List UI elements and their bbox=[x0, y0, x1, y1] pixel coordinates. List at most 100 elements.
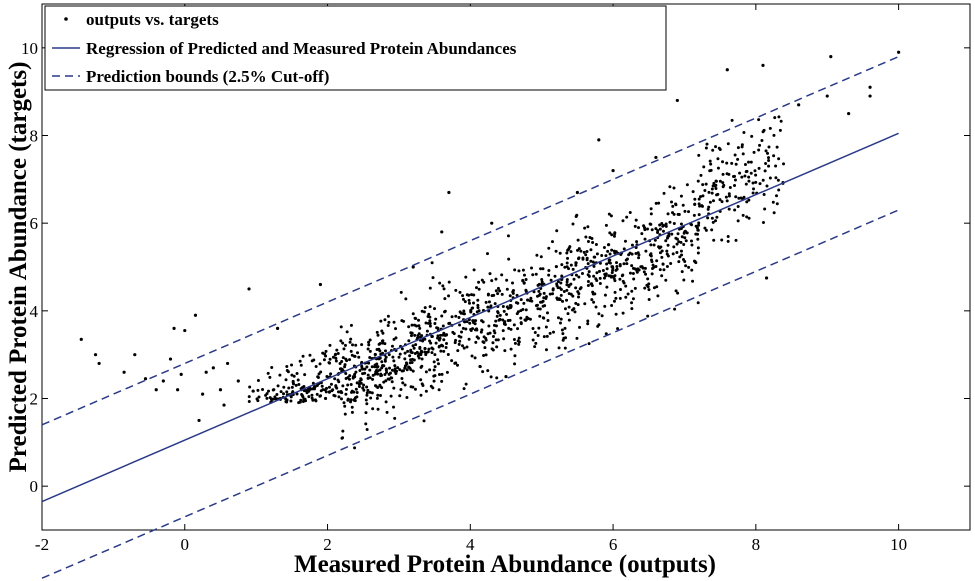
data-point bbox=[399, 290, 403, 294]
data-point bbox=[622, 262, 626, 266]
data-point bbox=[764, 162, 768, 166]
data-point bbox=[563, 346, 567, 350]
data-point bbox=[569, 263, 573, 267]
data-point bbox=[183, 328, 187, 333]
data-point bbox=[456, 349, 460, 353]
data-point bbox=[341, 384, 345, 388]
data-point bbox=[399, 387, 403, 391]
data-point bbox=[403, 383, 407, 387]
data-point bbox=[741, 152, 745, 156]
data-point bbox=[641, 266, 645, 270]
data-point bbox=[572, 307, 576, 311]
data-point bbox=[493, 331, 497, 335]
data-point bbox=[442, 287, 446, 291]
data-point bbox=[530, 266, 534, 270]
data-point bbox=[825, 94, 829, 98]
data-point bbox=[557, 346, 561, 350]
data-point bbox=[507, 326, 511, 330]
data-point bbox=[430, 261, 434, 265]
data-point bbox=[458, 310, 462, 314]
data-point bbox=[725, 68, 729, 72]
data-point bbox=[721, 181, 725, 185]
data-point bbox=[732, 174, 736, 178]
y-tick-label: 6 bbox=[30, 214, 39, 233]
data-point bbox=[718, 198, 722, 202]
data-point bbox=[428, 319, 432, 323]
data-point bbox=[268, 375, 272, 379]
data-point bbox=[365, 385, 369, 389]
data-point bbox=[484, 353, 488, 357]
data-point bbox=[377, 357, 381, 361]
data-point bbox=[335, 348, 339, 352]
data-point bbox=[697, 153, 701, 157]
data-point bbox=[357, 355, 361, 359]
data-point bbox=[383, 359, 387, 363]
data-point bbox=[675, 250, 679, 254]
data-point bbox=[468, 321, 472, 325]
data-point bbox=[299, 398, 303, 402]
x-tick-label: 4 bbox=[466, 535, 475, 554]
data-point bbox=[424, 353, 428, 357]
data-point bbox=[324, 349, 328, 353]
data-point bbox=[403, 351, 407, 355]
data-point bbox=[428, 305, 432, 309]
data-point bbox=[226, 361, 230, 366]
x-tick-label: 2 bbox=[323, 535, 332, 554]
data-point bbox=[536, 334, 540, 338]
data-point bbox=[530, 299, 534, 303]
data-point bbox=[392, 405, 396, 409]
data-point bbox=[687, 265, 691, 269]
data-point bbox=[465, 320, 469, 324]
data-point bbox=[705, 142, 709, 146]
data-point bbox=[662, 268, 666, 272]
data-point bbox=[563, 326, 567, 330]
data-point bbox=[291, 379, 295, 383]
data-point bbox=[342, 401, 346, 405]
data-point bbox=[423, 350, 427, 354]
data-point bbox=[697, 213, 701, 217]
data-point bbox=[560, 328, 564, 332]
data-point bbox=[685, 231, 689, 235]
data-point bbox=[308, 353, 312, 357]
data-point bbox=[531, 338, 535, 342]
data-point bbox=[378, 393, 382, 397]
data-point bbox=[327, 390, 331, 394]
data-point bbox=[665, 264, 669, 268]
data-point bbox=[346, 383, 350, 387]
data-point bbox=[462, 309, 466, 313]
data-point bbox=[737, 196, 741, 200]
data-point bbox=[538, 314, 542, 318]
data-point bbox=[767, 164, 771, 168]
data-point bbox=[379, 372, 383, 376]
data-point bbox=[603, 293, 607, 297]
data-point bbox=[613, 274, 617, 278]
data-point bbox=[394, 327, 398, 331]
data-point bbox=[485, 252, 489, 256]
data-point bbox=[589, 282, 593, 286]
data-point bbox=[554, 265, 558, 269]
data-point bbox=[639, 265, 643, 269]
data-point bbox=[439, 333, 443, 337]
data-point bbox=[154, 388, 158, 392]
data-point bbox=[647, 282, 651, 286]
data-point bbox=[410, 351, 414, 355]
data-point bbox=[420, 364, 424, 368]
data-point bbox=[278, 373, 282, 377]
data-point bbox=[666, 212, 670, 216]
data-point bbox=[611, 266, 615, 270]
data-point bbox=[441, 333, 445, 337]
data-point bbox=[343, 343, 347, 347]
data-point bbox=[681, 203, 685, 207]
data-point bbox=[693, 197, 697, 201]
data-point bbox=[578, 325, 582, 329]
data-point bbox=[551, 287, 555, 291]
data-point bbox=[503, 320, 507, 324]
data-point bbox=[420, 350, 424, 354]
data-point bbox=[733, 178, 737, 182]
y-tick-label: 10 bbox=[21, 39, 38, 58]
data-point bbox=[567, 305, 571, 309]
data-point bbox=[428, 286, 432, 290]
data-point bbox=[445, 370, 449, 374]
data-point bbox=[747, 179, 751, 183]
